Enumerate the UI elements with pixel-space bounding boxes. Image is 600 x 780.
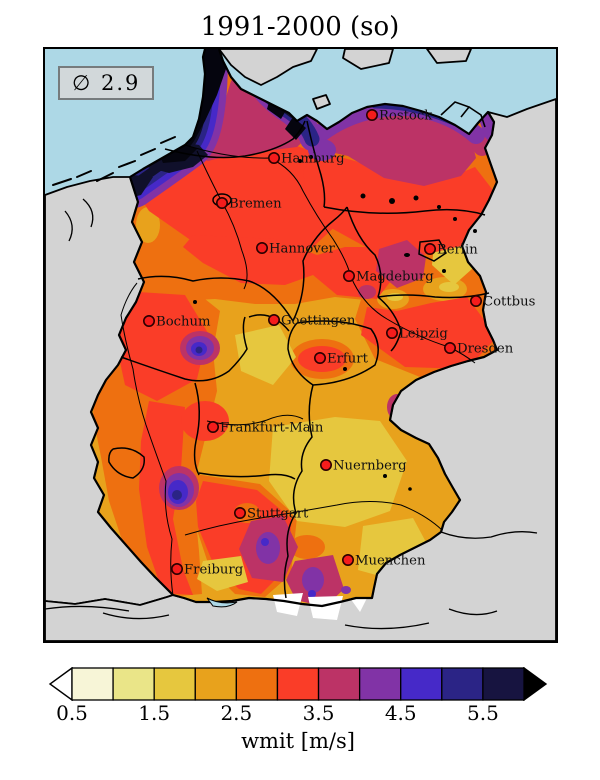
city-marker-nuernberg [319, 458, 332, 471]
city-label-cottbus: Cottbus [483, 295, 536, 310]
city-marker-muenchen [341, 553, 354, 566]
colorbar-segment-1 [112, 667, 155, 701]
colorbar-segment-8 [400, 667, 443, 701]
city-label-leipzig: Leipzig [399, 327, 448, 342]
city-label-erfurt: Erfurt [327, 352, 369, 367]
city-marker-erfurt [313, 351, 326, 364]
colorbar-tick-label-2.5: 2.5 [220, 701, 253, 725]
city-label-hannover: Hannover [269, 242, 336, 257]
colorbar-segment-6 [317, 667, 361, 701]
city-label-hamburg: Hamburg [281, 152, 345, 167]
city-label-freiburg: Freiburg [184, 563, 244, 578]
state-borders [108, 120, 490, 599]
colorbar-segment-9 [441, 667, 484, 701]
city-marker-hamburg [268, 152, 281, 165]
city-marker-rostock [365, 108, 378, 121]
colorbar-ticks: 0.5 1.5 2.5 3.5 4.5 5.5 [48, 701, 548, 727]
city-label-dresden: Dresden [457, 342, 514, 357]
mean-badge-text: ∅ 2.9 [72, 71, 141, 95]
colorbar-tick-label-3.5: 3.5 [302, 701, 335, 725]
city-label-goettingen: Goettingen [281, 314, 356, 329]
colorbar: 0.5 1.5 2.5 3.5 4.5 5.5 wmit [m/s] [48, 667, 548, 753]
colorbar-segment-4 [235, 667, 279, 701]
city-marker-magdeburg [342, 270, 355, 283]
city-markers: Rostock Hamburg Bremen Hannover BerlinMagdeb… [143, 108, 536, 578]
ruegen-outline [440, 101, 486, 128]
colorbar-bar [48, 667, 548, 701]
colorbar-segment-2 [153, 667, 196, 701]
lake-constance [206, 597, 238, 608]
colorbar-segment-7 [358, 667, 402, 701]
city-label-stuttgart: Stuttgart [247, 507, 309, 522]
city-marker-bremen [216, 197, 229, 210]
city-label-rostock: Rostock [379, 109, 433, 124]
colorbar-segment-5 [276, 667, 320, 701]
city-label-nuernberg: Nuernberg [333, 459, 407, 474]
city-marker-frankfurt-main [207, 420, 220, 433]
city-label-bremen: Bremen [229, 197, 282, 212]
land-danish-island-1 [342, 49, 394, 70]
rivers [120, 144, 476, 597]
colorbar-segment-3 [194, 667, 238, 701]
contour-level-yellow [235, 230, 481, 580]
city-marker-cottbus [469, 295, 482, 308]
city-marker-freiburg [171, 562, 184, 575]
figure-title: 1991-2000 (so) [200, 12, 400, 42]
map-frame: Rostock Hamburg Bremen Hannover Berlin Magdeb… [43, 47, 558, 643]
city-label-bochum: Bochum [156, 315, 211, 330]
land-danish-island-2 [426, 49, 472, 64]
colorbar-segment-0 [71, 667, 114, 701]
colorbar-tick-label-5.5: 5.5 [467, 701, 499, 725]
city-label-berlin: Berlin [437, 243, 478, 258]
neighbour-country-details [45, 198, 538, 630]
colorbar-axis-label: wmit [m/s] [241, 729, 355, 753]
no-data-patches [273, 593, 367, 620]
city-marker-hannover [256, 242, 269, 255]
mean-badge: ∅ 2.9 [58, 66, 155, 100]
city-label-frankfurt-main: Frankfurt-Main [220, 421, 324, 436]
city-marker-bochum [143, 314, 156, 327]
germany-wind-map: Rostock Hamburg Bremen Hannover BerlinMagdeb… [45, 49, 556, 641]
colorbar-over-arrow [523, 667, 548, 701]
lakes [193, 155, 477, 491]
coast-details [52, 136, 176, 186]
city-marker-leipzig [385, 326, 398, 339]
germany-border [89, 49, 499, 608]
colorbar-tick-label-1.5: 1.5 [138, 701, 171, 725]
colorbar-under-arrow [48, 667, 73, 701]
colorbar-tick-label-0.5: 0.5 [56, 701, 88, 725]
colorbar-segment-10 [482, 667, 525, 701]
land-denmark [218, 49, 318, 86]
land-fehmarn [312, 94, 331, 110]
city-marker-goettingen [268, 313, 281, 326]
city-label-muenchen: Muenchen [355, 554, 426, 569]
colorbar-tick-label-4.5: 4.5 [384, 701, 417, 725]
city-marker-dresden [443, 341, 456, 354]
land-neighbours [45, 49, 556, 641]
contour-late-yellow [197, 556, 248, 591]
city-marker-berlin [423, 243, 436, 256]
city-label-magdeburg: Magdeburg [356, 270, 434, 285]
city-marker-stuttgart [234, 506, 247, 519]
